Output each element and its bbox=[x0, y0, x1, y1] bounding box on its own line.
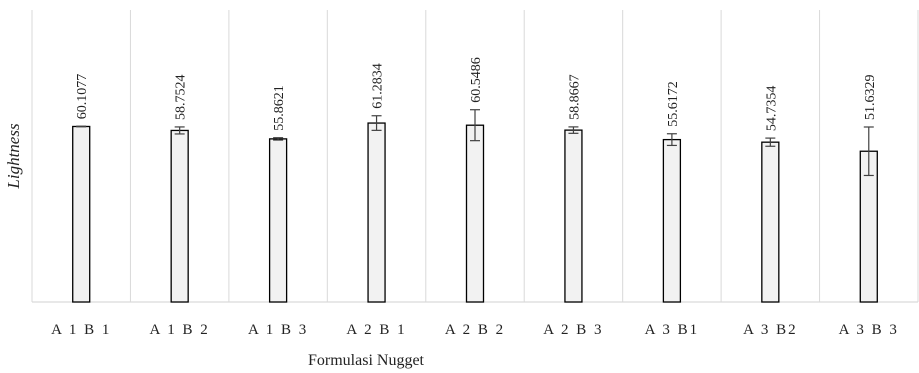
bar-A3B1 bbox=[662, 138, 682, 303]
x-tick-labels-group: A 1 B 1 A 1 B 2 A 1 B 3 A 2 B 1 A 2 B 2 A 2 B… bbox=[51, 322, 899, 338]
error-bars-group bbox=[76, 109, 874, 177]
error-bar-A1B2 bbox=[174, 126, 185, 135]
bars-group bbox=[72, 122, 878, 303]
x-tick-label: A 2 B 2 bbox=[445, 322, 505, 338]
error-bar-A3B3 bbox=[863, 126, 874, 177]
x-tick-label: A 1 B 2 bbox=[150, 322, 210, 338]
x-tick-label: A 3 B2 bbox=[743, 322, 798, 338]
data-label: 60.5486 bbox=[469, 57, 484, 103]
data-label: 55.8621 bbox=[272, 85, 287, 131]
x-tick-label: A 2 B 1 bbox=[346, 322, 406, 338]
data-labels-group: 60.1077 58.7524 55.8621 61.2834 60.5486 58.86… bbox=[75, 57, 878, 131]
error-bar-A2B2 bbox=[470, 109, 480, 142]
data-label: 58.7524 bbox=[174, 74, 189, 120]
data-label: 60.1077 bbox=[75, 74, 90, 120]
error-bar-A1B1 bbox=[76, 125, 87, 128]
error-bar-A3B1 bbox=[666, 133, 677, 147]
error-bar-A1B3 bbox=[273, 137, 284, 141]
bar-A1B2 bbox=[170, 129, 189, 303]
data-label: 58.8667 bbox=[567, 74, 582, 120]
x-tick-label: A 1 B 3 bbox=[248, 322, 308, 338]
data-label: 55.6172 bbox=[666, 81, 681, 127]
category-gridlines bbox=[31, 10, 919, 302]
x-tick-label: A 2 B 3 bbox=[543, 322, 603, 338]
x-tick-label: A 3 B1 bbox=[645, 322, 700, 338]
data-label: 54.7354 bbox=[764, 86, 779, 132]
error-bar-A2B3 bbox=[568, 126, 579, 134]
bar-A2B2 bbox=[465, 124, 485, 303]
error-bar-A2B1 bbox=[371, 115, 382, 131]
bar-A1B3 bbox=[268, 138, 288, 303]
bar-A2B1 bbox=[367, 122, 386, 303]
bar-A3B2 bbox=[761, 141, 780, 303]
data-label: 51.6329 bbox=[863, 74, 878, 120]
x-tick-label: A 1 B 1 bbox=[51, 322, 111, 338]
bar-A1B1 bbox=[72, 125, 91, 303]
x-tick-label: A 3 B 3 bbox=[839, 322, 899, 338]
x-axis-title: Formulasi Nugget bbox=[308, 352, 425, 369]
y-axis-title: Lightness bbox=[4, 123, 23, 190]
data-label: 61.2834 bbox=[371, 63, 386, 109]
error-bar-A3B2 bbox=[765, 137, 776, 147]
bar-A2B3 bbox=[564, 129, 583, 303]
